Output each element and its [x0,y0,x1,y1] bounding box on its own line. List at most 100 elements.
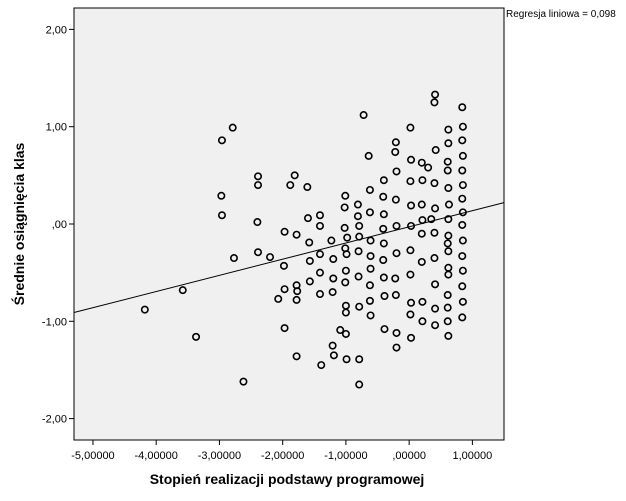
data-point [342,355,351,364]
data-point [391,291,400,300]
data-point [317,361,326,370]
y-axis: 2,00 1,00 ,00 -1,00 -2,00 [42,24,74,426]
data-point [292,295,301,304]
data-point [443,317,452,326]
data-point [353,200,362,209]
data-point [329,255,338,264]
data-point [355,221,364,230]
data-point [458,266,467,275]
data-point [430,98,439,107]
data-point [328,288,337,297]
data-point [391,195,400,204]
data-point [417,229,426,238]
data-point [254,172,263,181]
data-point [254,181,263,190]
data-point [406,123,415,132]
data-point [365,296,374,305]
data-point [391,274,400,283]
data-point [354,272,363,281]
data-point [444,231,453,240]
data-point [303,214,312,223]
data-point [340,203,349,212]
data-point [253,218,262,227]
data-point [192,332,201,341]
data-point [315,268,324,277]
data-point [417,257,426,266]
data-point [444,184,453,193]
data-point [341,308,350,317]
data-point [364,151,373,160]
data-point [380,291,389,300]
x-axis-title: Stopień realizacji podstawy programowej [150,471,425,487]
data-point [392,328,401,337]
data-point [178,286,187,295]
data-point [458,208,467,217]
data-point [280,227,289,236]
regression-line [73,202,505,314]
data-point [379,239,388,248]
data-point [379,273,388,282]
data-point [427,215,436,224]
data-point [305,277,314,286]
data-point [239,377,248,386]
data-point [443,239,452,248]
data-point [379,255,388,264]
data-point [365,208,374,217]
data-point [407,201,416,210]
data-point [365,281,374,290]
data-point [217,211,226,220]
data-point [458,236,467,245]
data-point [305,256,314,265]
data-point [366,236,375,245]
data-point [355,380,364,389]
data-point [359,111,368,120]
data-points [140,90,467,389]
data-point [229,254,238,263]
data-point [379,210,388,219]
data-point [290,171,299,180]
data-point [341,266,350,275]
x-tick-label: -1,00000 [324,450,367,462]
data-point [406,177,415,186]
data-point [443,303,452,312]
data-point [458,166,467,175]
data-point [228,123,237,132]
data-point [431,146,440,155]
data-point [365,185,374,194]
data-point [444,331,453,340]
data-point [407,333,416,342]
data-point [444,247,453,256]
data-point [280,285,289,294]
data-point [329,351,338,360]
y-tick-label: ,00 [52,219,67,231]
data-point [458,282,467,291]
data-point [406,246,415,255]
data-point [392,343,401,352]
data-point [444,125,453,134]
data-point [431,321,440,330]
data-point [366,252,375,261]
y-tick-label: -2,00 [42,414,67,426]
data-point [305,238,314,247]
data-point [217,136,226,145]
data-point [315,290,324,299]
data-point [303,183,312,192]
data-point [266,253,275,262]
data-point [458,252,467,261]
data-point [458,151,467,160]
data-point [379,176,388,185]
data-point [458,297,467,306]
data-point [431,90,440,99]
data-point [458,220,467,229]
data-point [340,223,349,232]
x-tick-label: -3,00000 [198,450,241,462]
data-point [406,310,415,319]
data-point [443,157,452,166]
x-tick-label: 1,00000 [452,450,492,462]
data-point [286,181,295,190]
data-point [280,324,289,333]
data-point [315,211,324,220]
data-point [407,155,416,164]
data-point [430,228,439,237]
data-point [458,103,467,112]
